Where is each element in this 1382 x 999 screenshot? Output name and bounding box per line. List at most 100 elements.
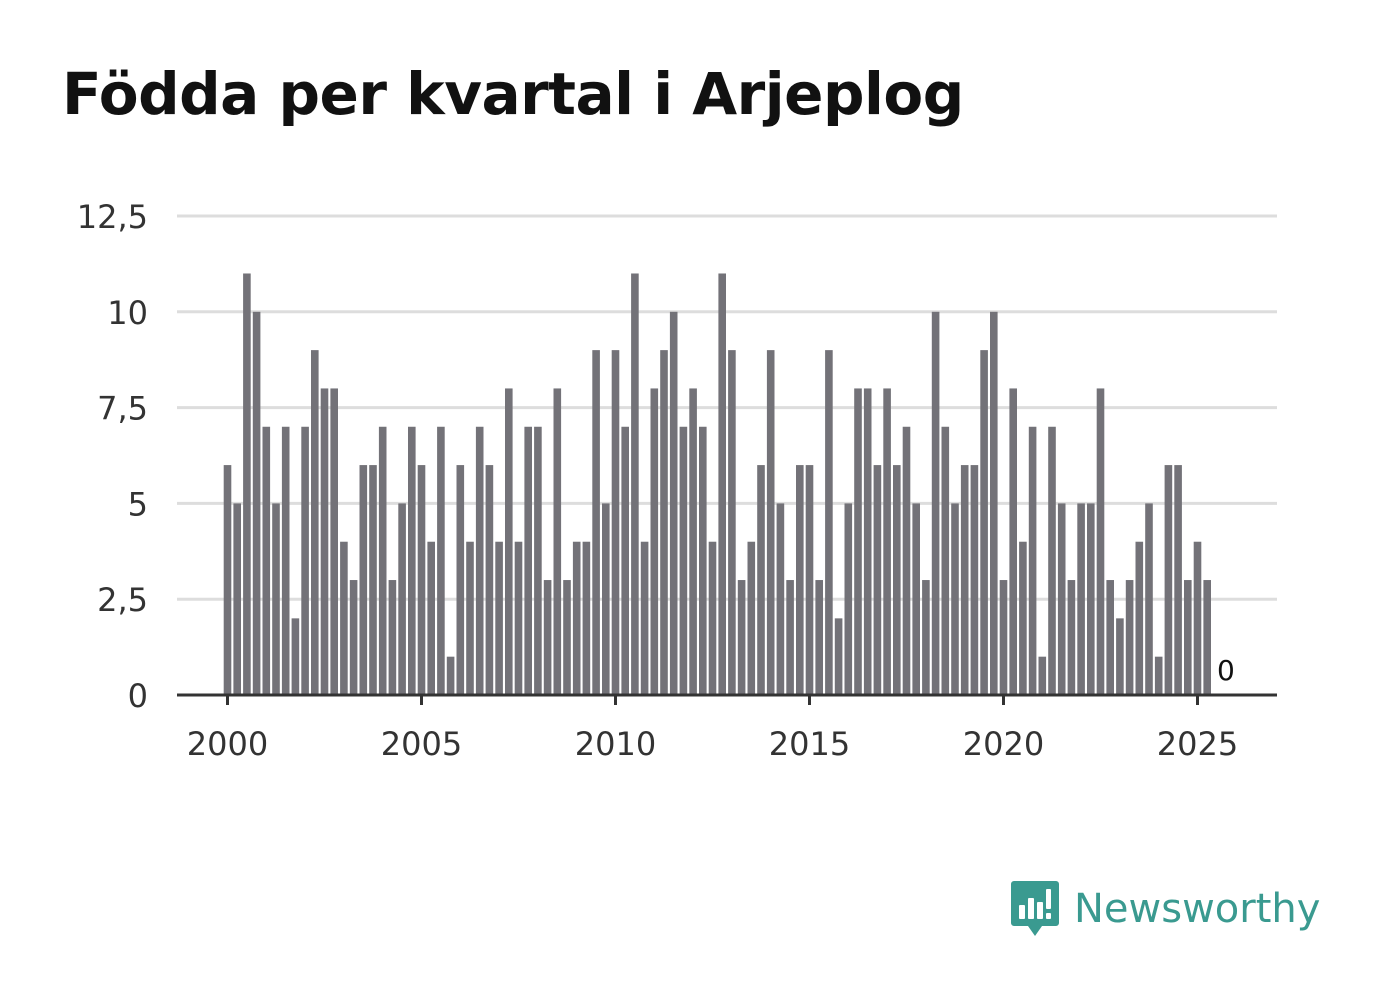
- bar: [931, 311, 940, 695]
- y-tick-label: 7,5: [97, 390, 148, 428]
- bar: [572, 541, 581, 695]
- x-tick-label: 2020: [963, 725, 1044, 763]
- bar: [941, 426, 950, 695]
- bar: [999, 580, 1008, 695]
- bar: [495, 541, 503, 695]
- bar: [417, 465, 426, 695]
- bar: [514, 541, 523, 695]
- last-value-label: 0: [1217, 654, 1235, 687]
- bar: [427, 541, 435, 695]
- bar: [466, 541, 474, 695]
- bar: [805, 465, 814, 695]
- bar: [611, 350, 620, 695]
- bar: [708, 541, 717, 695]
- bar: [1174, 465, 1182, 695]
- bar: [970, 465, 979, 695]
- bar: [408, 426, 416, 695]
- bar: [699, 426, 707, 695]
- y-tick-label: 2,5: [97, 581, 148, 619]
- bar: [1154, 656, 1163, 695]
- brand-name: Newsworthy: [1074, 886, 1321, 932]
- y-tick-label: 10: [107, 294, 148, 332]
- newsworthy-logo-icon: [1011, 881, 1059, 936]
- bar: [912, 503, 920, 695]
- bar: [873, 465, 882, 695]
- last-value-background: [1212, 651, 1239, 689]
- bar: [747, 541, 756, 695]
- bar: [640, 541, 649, 695]
- bar: [737, 580, 746, 695]
- x-tick-label: 2005: [381, 725, 462, 763]
- bar: [883, 388, 891, 695]
- bar: [1009, 388, 1017, 695]
- bar: [388, 580, 397, 695]
- bar: [446, 656, 455, 695]
- bar: [320, 388, 329, 695]
- bar: [1028, 426, 1037, 695]
- bar: [1106, 580, 1114, 695]
- bar: [796, 465, 804, 695]
- bar: [291, 618, 300, 695]
- bar: [776, 503, 785, 695]
- bar: [272, 503, 280, 695]
- bar: [311, 350, 319, 695]
- bar: [543, 580, 552, 695]
- bar: [369, 465, 377, 695]
- bar: [679, 426, 688, 695]
- y-tick-label: 0: [128, 677, 148, 715]
- axes: [177, 693, 1277, 705]
- bar: [378, 426, 387, 695]
- chart-title: Födda per kvartal i Arjeplog: [62, 60, 964, 128]
- bar: [359, 465, 368, 695]
- bar: [1067, 580, 1076, 695]
- bar: [1019, 541, 1027, 695]
- bar: [922, 580, 930, 695]
- bar: [602, 503, 610, 695]
- bar: [689, 388, 697, 695]
- bar: [660, 350, 668, 695]
- bar: [766, 350, 775, 695]
- bar: [951, 503, 959, 695]
- bar: [534, 426, 542, 695]
- x-tick-label: 2010: [575, 725, 656, 763]
- bar: [1087, 503, 1095, 695]
- newsworthy-brand: Newsworthy: [1010, 878, 1320, 940]
- bar: [592, 350, 600, 695]
- bar: [1096, 388, 1105, 695]
- bar: [621, 426, 629, 695]
- bar: [524, 426, 532, 695]
- last-value-callout: 0: [1212, 651, 1239, 689]
- bar: [990, 311, 998, 695]
- bar: [902, 426, 911, 695]
- y-tick-label: 12,5: [77, 198, 148, 236]
- labels: 0 2,5 5 7,5 10 12,5 2000 2005 2010 2015 2020 2025 0: [77, 198, 1239, 763]
- bar: [844, 503, 853, 695]
- bar: [582, 541, 591, 695]
- bar: [398, 503, 406, 695]
- bar: [728, 350, 736, 695]
- bar: [1057, 503, 1066, 695]
- bar: [980, 350, 988, 695]
- bar: [563, 580, 571, 695]
- bar: [1116, 618, 1124, 695]
- bar: [349, 580, 358, 695]
- bar: [960, 465, 969, 695]
- x-tick-label: 2000: [187, 725, 268, 763]
- bar: [757, 465, 765, 695]
- bar: [505, 388, 513, 695]
- bar: [233, 503, 241, 695]
- bars: [223, 273, 1211, 695]
- bar: [854, 388, 862, 695]
- bar: [1164, 465, 1173, 695]
- bar: [281, 426, 290, 695]
- bar: [1038, 656, 1047, 695]
- bar: [1203, 580, 1211, 695]
- bar: [437, 426, 445, 695]
- bar: [243, 273, 251, 695]
- bar: [1135, 541, 1144, 695]
- bar: [825, 350, 833, 695]
- bar: [718, 273, 726, 695]
- bar: [1193, 541, 1202, 695]
- bar: [650, 388, 659, 695]
